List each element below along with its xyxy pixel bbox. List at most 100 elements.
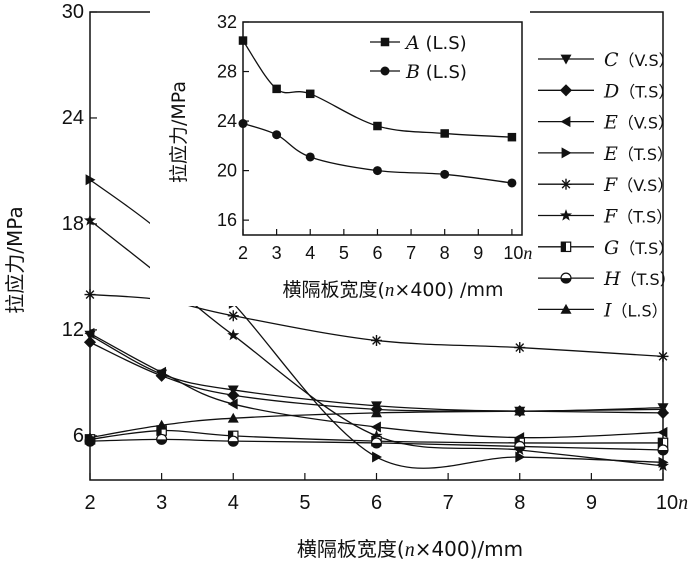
data-point	[371, 407, 382, 418]
inset-data-point	[507, 132, 517, 142]
inset-x-tick-label: 4	[305, 243, 315, 263]
x-tick-label: 9	[586, 492, 597, 514]
data-point	[657, 426, 668, 438]
inset-x-tick-label: 9	[473, 243, 483, 263]
legend-label: E（V.S）	[603, 112, 674, 134]
legend-marker	[560, 178, 572, 190]
inset-data-point	[305, 89, 315, 99]
inset-data-point	[373, 121, 382, 131]
inset-legend-marker	[380, 66, 390, 76]
legend-marker	[559, 84, 573, 97]
inset-background	[150, 6, 530, 306]
data-point	[371, 421, 381, 433]
legend-marker	[560, 303, 572, 314]
data-point	[657, 403, 669, 414]
legend-item: G（T.S）	[538, 237, 674, 259]
x-tick-label: 10n	[656, 492, 688, 514]
data-point	[514, 405, 526, 416]
legend-marker	[559, 209, 573, 221]
legend-label: F（V.S）	[603, 174, 673, 196]
series-line	[89, 334, 664, 412]
data-point	[156, 419, 168, 430]
legend-label: D（T.S）	[603, 80, 674, 102]
inset-legend-marker	[380, 37, 390, 47]
inset-y-axis-label: 拉应力/MPa	[168, 81, 190, 183]
inset-y-tick-label: 16	[217, 210, 237, 230]
inset-y-tick-label: 24	[217, 111, 237, 131]
legend-label: I（L.S）	[603, 299, 668, 321]
x-tick-label: 6	[371, 492, 382, 514]
legend-item: I（L.S）	[538, 299, 668, 321]
data-point	[227, 435, 239, 447]
legend-item: H（T.S）	[538, 268, 676, 290]
inset-series-0	[238, 36, 517, 142]
legend-item: E（V.S）	[538, 112, 674, 134]
data-point	[83, 214, 97, 226]
data-point	[227, 389, 240, 402]
legend-marker	[560, 272, 572, 284]
legend-marker	[560, 241, 572, 253]
series-line	[89, 332, 664, 439]
series-7	[84, 433, 669, 456]
inset-y-tick-label: 20	[217, 161, 237, 181]
legend-label: H（T.S）	[603, 268, 676, 290]
y-tick-label: 24	[62, 107, 84, 129]
y-tick-label: 12	[62, 319, 84, 341]
inset-chart: 2 3 4 5 6 7 8 9 10n 16 20 24 28 32 横隔板宽度(n×400) /mm 拉应力…	[150, 6, 532, 306]
data-point	[85, 174, 96, 186]
inset-x-tick-label: 10n	[503, 243, 532, 263]
legend-item: F（V.S）	[538, 174, 673, 196]
data-point	[657, 444, 669, 456]
x-tick-label: 5	[299, 492, 310, 514]
y-tick-label: 30	[62, 1, 84, 23]
series-2	[84, 327, 668, 444]
inset-x-tick-label: 2	[238, 243, 248, 263]
inset-x-axis-label: 横隔板宽度(n×400) /mm	[283, 279, 504, 301]
x-tick-label: 3	[156, 492, 167, 514]
inset-data-point	[238, 119, 248, 129]
legend-marker	[560, 116, 571, 128]
data-point	[227, 310, 239, 322]
inset-plot-frame	[242, 21, 523, 236]
legend-item: F（T.S）	[538, 206, 672, 228]
y-axis-label: 拉应力/MPa	[3, 206, 27, 313]
inset-data-point	[272, 130, 282, 140]
data-point	[227, 398, 238, 410]
inset-data-point	[372, 166, 382, 176]
x-tick-label: 7	[443, 492, 454, 514]
inset-data-point	[440, 169, 450, 179]
data-point	[156, 433, 168, 445]
data-point	[84, 432, 96, 443]
inset-data-point	[305, 152, 315, 162]
data-point	[657, 350, 669, 362]
legend: C（V.S） D（T.S） E（V.S） E（T.S） F（V.S） F（T.S） G（T.…	[538, 49, 676, 321]
inset-x-tick-label: 6	[372, 243, 382, 263]
inset-x-tick-label: 3	[272, 243, 282, 263]
inset-x-tick-label: 7	[406, 243, 416, 263]
inset-legend-item: B (L.S)	[370, 61, 467, 83]
y-tick-label: 18	[62, 213, 84, 235]
main-chart: 2 3 4 5 6 7 8 9 10n612182430横隔板宽度(n×400)/mm拉应力/M…	[3, 1, 688, 561]
data-point	[156, 366, 167, 378]
data-point	[84, 327, 95, 339]
inset-data-point	[272, 84, 281, 94]
data-point	[514, 342, 526, 354]
legend-marker	[561, 147, 572, 159]
inset-x-tick-label: 5	[339, 243, 349, 263]
legend-label: F（T.S）	[603, 206, 672, 228]
x-tick-label: 4	[228, 492, 239, 514]
y-tick-label: 6	[73, 425, 84, 447]
legend-item: D（T.S）	[538, 80, 674, 102]
data-point	[514, 440, 526, 452]
x-axis-label: 横隔板宽度(n×400)/mm	[297, 537, 523, 561]
legend-item: E（T.S）	[538, 143, 673, 165]
data-point	[372, 451, 382, 463]
legend-label: E（T.S）	[603, 143, 673, 165]
inset-legend-item: A (L.S)	[370, 32, 467, 54]
data-point	[370, 429, 383, 441]
legend-label: G（T.S）	[604, 237, 674, 259]
inset-data-point	[238, 36, 248, 45]
series-8	[84, 403, 669, 443]
data-point	[227, 412, 239, 423]
